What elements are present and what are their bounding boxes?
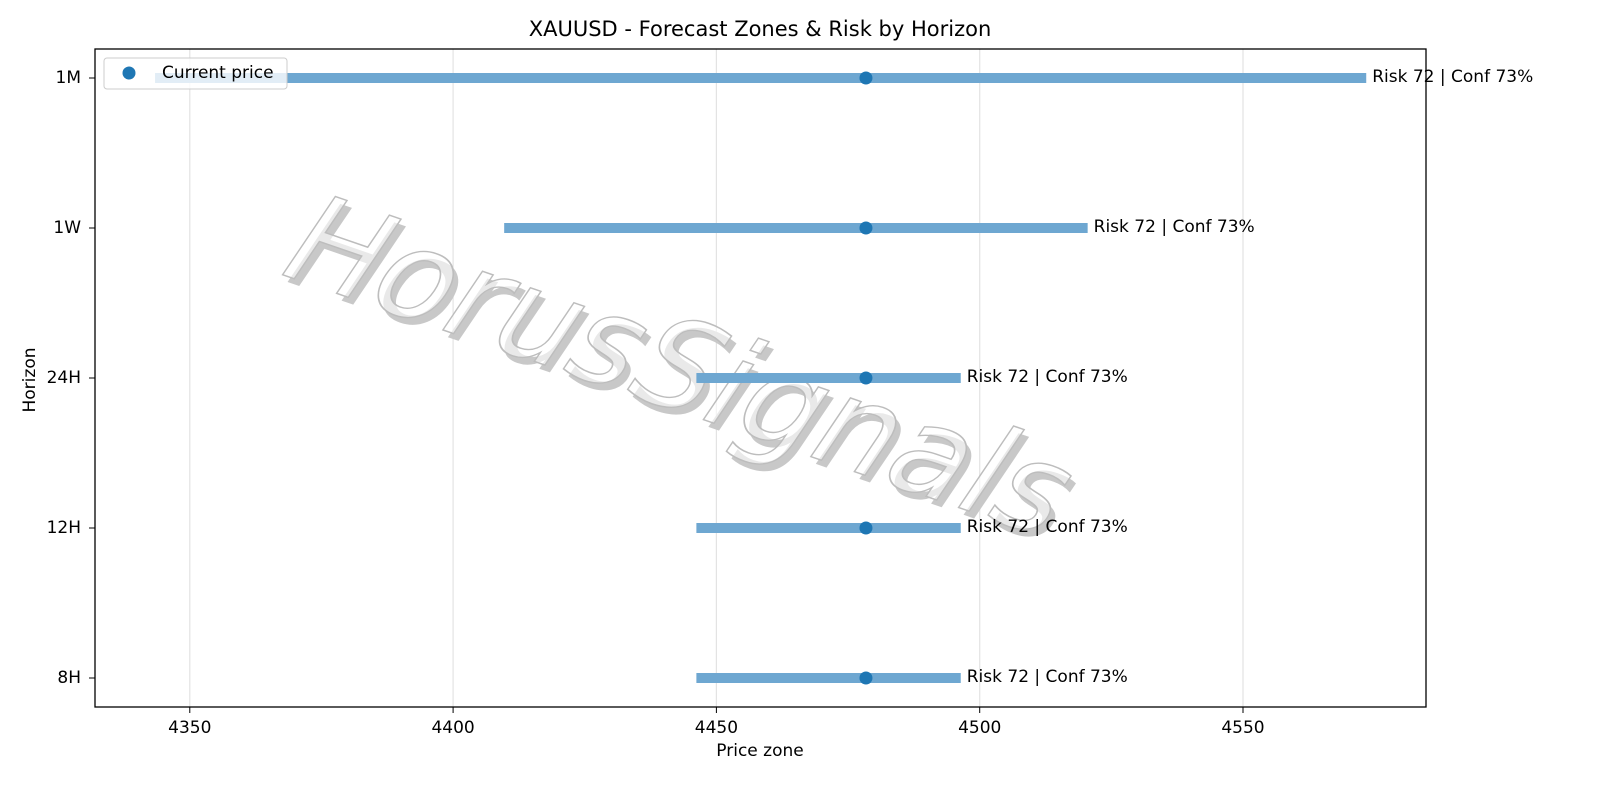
legend-label: Current price (162, 63, 274, 83)
legend-marker (122, 66, 136, 80)
zone-annotation: Risk 72 | Conf 73% (1094, 217, 1255, 237)
chart-title: XAUUSD - Forecast Zones & Risk by Horizo… (529, 17, 992, 41)
zone-annotation: Risk 72 | Conf 73% (967, 667, 1128, 687)
forecast-zone (696, 523, 961, 533)
plot-frame (94, 48, 1427, 708)
x-tick-label: 4450 (695, 718, 738, 738)
forecast-zone (504, 223, 1088, 233)
legend-box (103, 57, 288, 90)
y-tick-label: 1M (56, 68, 81, 88)
current-price-dot (859, 221, 873, 235)
x-tick-label: 4400 (431, 718, 474, 738)
current-price-dot (859, 671, 873, 685)
x-axis-label: Price zone (716, 741, 803, 761)
y-axis-label: Horizon (20, 348, 40, 413)
zone-annotation: Risk 72 | Conf 73% (967, 367, 1128, 387)
y-tick-label: 12H (47, 518, 81, 538)
current-price-dot (859, 521, 873, 535)
x-tick-label: 4550 (1221, 718, 1264, 738)
y-tick-label: 8H (57, 668, 81, 688)
forecast-zone (155, 73, 1367, 83)
forecast-zone (696, 373, 961, 383)
x-tick-label: 4350 (168, 718, 211, 738)
x-tick-label: 4500 (958, 718, 1001, 738)
current-price-dot (859, 71, 873, 85)
y-tick-label: 24H (47, 368, 81, 388)
zone-annotation: Risk 72 | Conf 73% (967, 517, 1128, 537)
forecast-zone (696, 673, 961, 683)
y-tick-label: 1W (53, 218, 81, 238)
current-price-dot (859, 371, 873, 385)
zone-annotation: Risk 72 | Conf 73% (1372, 67, 1533, 87)
